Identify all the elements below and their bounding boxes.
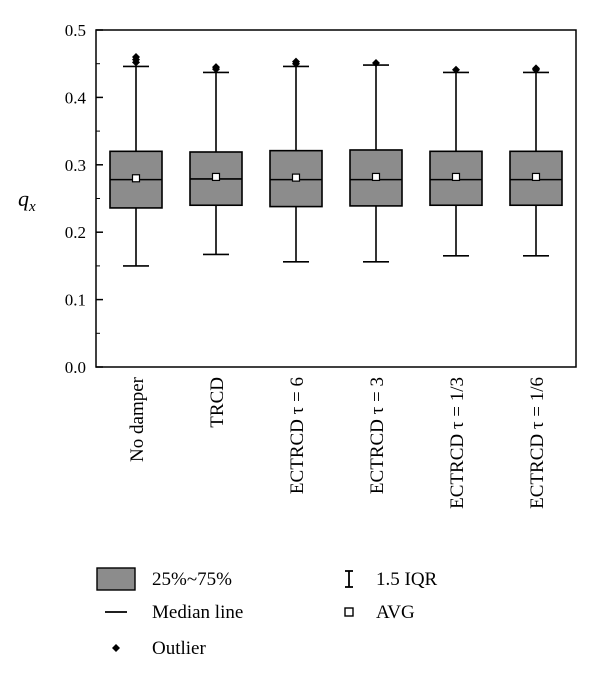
y-axis-title: qx [18,186,36,215]
legend-item-mean: AVG [344,602,415,623]
legend-label: Outlier [152,638,206,659]
mean-marker [531,172,541,182]
x-category-label: ECTRCD τ = 6 [287,377,308,494]
plot-frame [95,29,577,368]
legend-label: 1.5 IQR [376,569,438,590]
mean-marker [371,172,381,182]
legend-label: Median line [152,602,243,623]
outlier-point [212,63,220,72]
legend-mean-swatch [344,607,354,617]
outlier-point [372,59,380,68]
x-category-label: ECTRCD τ = 3 [367,377,388,494]
x-category-label: TRCD [207,377,228,428]
legend-item-box: 25%~75% [96,567,232,591]
legend-item-outlier: Outlier [112,638,206,659]
y-tick-label: 0.5 [65,21,86,40]
legend-item-median: Median line [105,602,243,623]
x-axis: No damper TRCD ECTRCD τ = 6 ECTRCD τ = 3 ECT… [127,376,548,509]
y-axis-title-subscript: x [28,199,36,215]
legend: 25%~75% 1.5 IQR Median line AVG Outlier [96,567,438,659]
box-4 [429,65,483,257]
mean-marker [211,172,221,182]
x-category-label: ECTRCD τ = 1/3 [447,377,468,509]
y-tick-label: 0.3 [65,156,86,175]
y-axis: 0.0 0.1 0.2 0.3 0.4 0.5 [65,21,103,377]
y-tick-label: 0.0 [65,358,86,377]
y-tick-label: 0.2 [65,223,86,242]
y-axis-title-main: q [18,186,29,211]
y-tick-label: 0.1 [65,291,86,310]
legend-outlier-swatch [112,644,120,652]
mean-marker [291,173,301,182]
outlier-point [292,57,300,66]
mean-marker [451,172,461,182]
outlier-point [452,65,460,74]
outlier-point [532,64,540,73]
mean-marker [131,174,141,183]
box-5 [509,64,563,257]
outlier-point [132,52,140,61]
x-category-label: No damper [127,376,148,462]
box-2 [269,57,323,263]
box-1 [189,63,243,256]
x-category-label: ECTRCD τ = 1/6 [527,377,548,509]
box-0 [109,52,163,267]
box-3 [349,59,403,263]
y-tick-label: 0.4 [65,88,87,107]
legend-label: 25%~75% [152,569,232,590]
legend-box-swatch [96,567,136,591]
box-series [109,52,563,267]
legend-label: AVG [376,602,415,623]
legend-item-whisker: 1.5 IQR [345,569,438,590]
